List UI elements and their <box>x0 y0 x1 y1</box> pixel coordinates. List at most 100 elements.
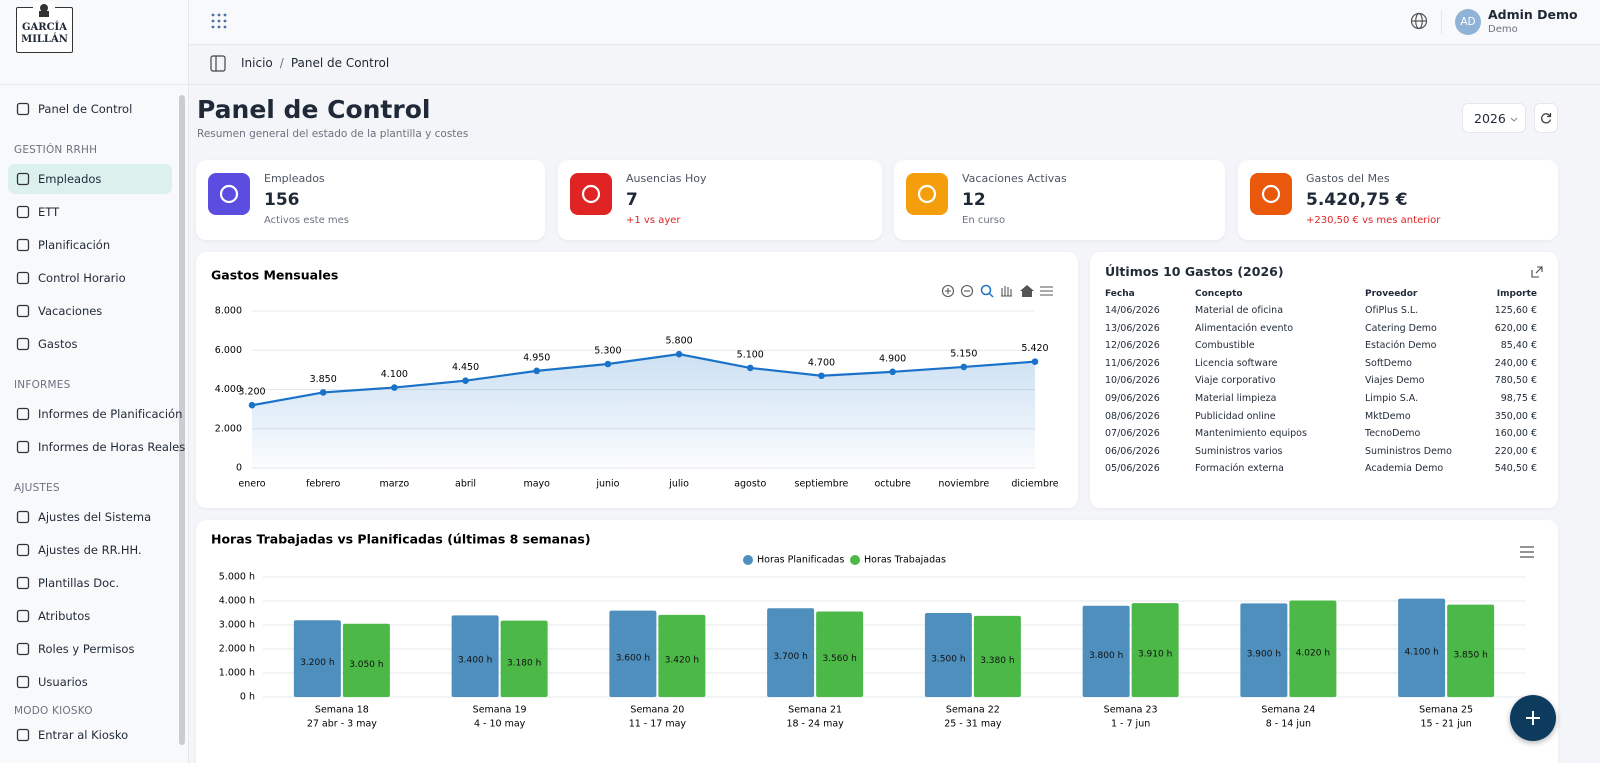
y-tick-label: 6.000 <box>215 345 242 356</box>
x-tick-label: enero <box>238 479 265 490</box>
chart-menu[interactable] <box>1040 286 1053 296</box>
avatar[interactable]: AD <box>1455 9 1481 35</box>
nav-item[interactable]: Empleados <box>8 164 172 194</box>
data-label: 4.450 <box>452 362 479 373</box>
y-tick-label: 2.000 <box>215 423 242 434</box>
table-cell: 780,50 € <box>1494 375 1537 387</box>
nav-item[interactable]: Atributos <box>8 601 172 631</box>
chart-menu[interactable] <box>1520 546 1534 558</box>
breadcrumb-link[interactable]: Inicio <box>241 56 273 70</box>
x-tick-label: junio <box>595 479 619 490</box>
legend-swatch <box>850 555 860 565</box>
table-cell: 350,00 € <box>1494 410 1537 422</box>
stat-card: Gastos del Mes 5.420,75 € +230,50 € vs mes… <box>1238 160 1558 240</box>
zoom-in[interactable] <box>941 284 955 298</box>
nav-label: Gastos <box>38 337 78 351</box>
user-name: Admin Demo <box>1488 7 1578 22</box>
nav-label: Roles y Permisos <box>38 642 135 656</box>
data-label: 3.500 h <box>931 655 965 665</box>
x-tick-label: mayo <box>523 479 550 490</box>
nav-icon-shape <box>16 271 30 285</box>
nav-item[interactable]: ETT <box>8 197 172 227</box>
bar <box>973 615 1021 697</box>
y-tick-label: 3.000 h <box>219 620 255 631</box>
nav-label: Informes de Horas Reales <box>38 440 186 454</box>
nav-item[interactable]: Informes de Horas Reales <box>8 432 185 462</box>
legend-label[interactable]: Horas Planificadas <box>757 555 844 566</box>
nav-item[interactable]: Roles y Permisos <box>8 634 172 664</box>
nav-label: Usuarios <box>38 675 88 689</box>
nav-item[interactable]: Control Horario <box>8 263 172 293</box>
data-point <box>533 367 541 375</box>
nav-item[interactable]: Usuarios <box>8 667 172 697</box>
stat-label: Empleados <box>264 172 325 185</box>
nav-item[interactable]: Ajustes del Sistema <box>8 502 172 532</box>
nav-section-title: GESTIÓN RRHH <box>14 144 98 156</box>
stat-icon <box>208 173 250 215</box>
table-cell: 11/06/2026 <box>1105 357 1160 369</box>
table-header: Proveedor <box>1365 289 1418 299</box>
stat-label: Vacaciones Activas <box>962 172 1067 185</box>
x-tick-label: julio <box>668 479 689 490</box>
refresh-button[interactable] <box>1534 103 1558 133</box>
nav-item[interactable]: Planificación <box>8 230 172 260</box>
nav-item[interactable]: Gastos <box>8 329 172 359</box>
nav-item[interactable]: Informes de Planificación <box>8 399 182 429</box>
nav-section-title: MODO KIOSKO <box>14 705 93 717</box>
language-icon[interactable] <box>1410 12 1428 30</box>
open-icon[interactable] <box>1531 266 1543 278</box>
zoom-out[interactable] <box>960 284 974 298</box>
data-point <box>391 384 398 391</box>
stat-value: 5.420,75 € <box>1306 190 1408 210</box>
apps-icon[interactable] <box>210 12 228 30</box>
bar <box>293 620 341 697</box>
table-cell: OfiPlus S.L. <box>1365 305 1419 316</box>
data-point <box>604 360 612 368</box>
y-tick-label: 1.000 h <box>219 668 255 679</box>
x-tick-label: Semana 23 <box>1104 705 1158 716</box>
stat-glyph-shape <box>581 184 601 204</box>
table-cell: MktDemo <box>1365 410 1411 422</box>
table-header: Concepto <box>1195 289 1243 299</box>
nav-icon-shape <box>16 543 30 557</box>
fab-add[interactable] <box>1510 695 1556 741</box>
pan[interactable] <box>1001 286 1012 297</box>
chart-card: Gastos Mensuales 0 2.000 4.000 6.000 8.000 3.… <box>196 252 1078 508</box>
stat-label: Ausencias Hoy <box>626 172 707 185</box>
nav-icon-shape <box>16 510 30 524</box>
x-tick-label: noviembre <box>938 479 989 490</box>
table-header: Fecha <box>1105 289 1135 299</box>
legend-label[interactable]: Horas Trabajadas <box>864 555 946 566</box>
y-tick-label: 4.000 h <box>219 596 255 607</box>
stat-value: 12 <box>962 190 986 210</box>
table-cell: 540,50 € <box>1494 463 1537 475</box>
bar <box>816 611 864 697</box>
breadcrumb-current: Panel de Control <box>290 56 390 70</box>
data-label: 4.020 h <box>1296 648 1330 658</box>
table-cell: 09/06/2026 <box>1105 393 1160 404</box>
nav-icon-shape <box>16 728 30 742</box>
nav-label: Planificación <box>38 238 111 252</box>
data-label: 3.420 h <box>665 655 699 665</box>
nav-item[interactable]: Entrar al Kiosko <box>8 720 172 750</box>
nav-item[interactable]: Panel de Control <box>8 94 172 124</box>
divider <box>0 84 188 85</box>
year-select[interactable]: 2026 <box>1462 103 1526 133</box>
nav-item[interactable]: Ajustes de RR.HH. <box>8 535 172 565</box>
data-point <box>889 368 896 376</box>
stat-card: Ausencias Hoy 7 +1 vs ayer <box>558 160 882 240</box>
nav-icon <box>16 609 30 623</box>
selection-zoom[interactable] <box>980 284 994 298</box>
chevron <box>1510 117 1518 122</box>
nav-item[interactable]: Plantillas Doc. <box>8 568 172 598</box>
logo: GARCÍA MILLÁN <box>16 2 73 53</box>
stat-icon <box>906 173 948 215</box>
stat-glyph <box>917 184 937 204</box>
table-cell: 85,40 € <box>1500 340 1537 352</box>
reset-zoom[interactable] <box>1020 285 1034 297</box>
nav-icon <box>16 304 30 318</box>
data-point <box>960 363 968 371</box>
sidebar-toggle[interactable] <box>210 55 226 72</box>
nav-item[interactable]: Vacaciones <box>8 296 172 326</box>
